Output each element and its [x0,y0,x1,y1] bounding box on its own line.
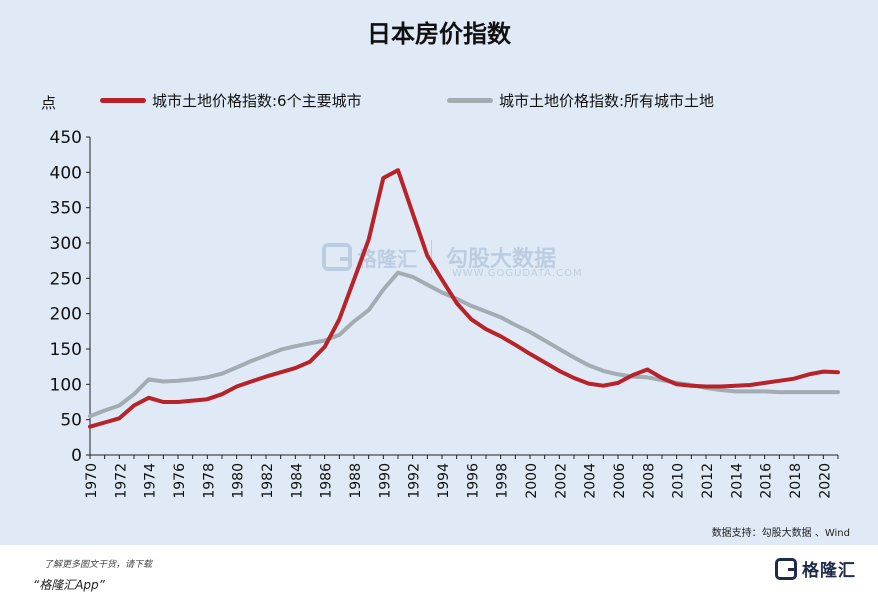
brand-logo-icon [775,557,797,580]
y-tick-label: 0 [71,446,82,466]
x-tick-label: 1978 [201,463,217,499]
legend-label-series-1: 城市土地价格指数:6个主要城市 [152,92,362,110]
x-tick-label: 1998 [495,463,511,499]
x-tick-label: 1988 [348,463,364,499]
series-line-2 [88,270,840,419]
footer-app-name: “格隆汇App” [33,578,105,592]
x-tick-label: 2006 [612,463,628,499]
x-tick-label: 2016 [759,463,775,499]
legend-swatch-red-icon [100,98,146,103]
x-tick-label: 2002 [553,463,569,499]
x-tick-label: 2014 [729,463,745,499]
y-axis-unit-label: 点 [41,94,57,112]
watermark-logo-icon [322,243,352,271]
x-tick-label: 1990 [377,463,393,499]
x-tick-label: 1974 [143,463,159,499]
x-tick-label: 1984 [289,463,305,499]
x-tick-label: 1976 [172,463,188,499]
y-tick-label: 450 [50,128,82,148]
y-tick-label: 200 [50,305,82,325]
x-tick-label: 2020 [817,463,833,499]
x-tick-label: 1992 [407,463,423,499]
x-tick-label: 2004 [583,463,599,499]
watermark: 格隆汇 勾股大数据 WWW.GOGUDATA.COM [322,240,582,279]
x-tick-label: 1996 [465,463,481,499]
x-tick-label: 2010 [671,463,687,499]
x-tick-label: 2000 [524,463,540,499]
legend-item-series-2: 城市土地价格指数:所有城市土地 [447,90,714,111]
y-tick-label: 300 [50,234,82,254]
x-tick-label: 2012 [700,463,716,499]
legend-label-series-2: 城市土地价格指数:所有城市土地 [499,92,715,110]
y-tick-label: 50 [60,411,82,431]
watermark-url: WWW.GOGUDATA.COM [452,268,583,279]
chart-plot: 0 50 100 150 200 250 300 350 400 450 1970 1972 1974 1… [50,128,840,499]
x-tick-label: 1986 [319,463,335,499]
legend-swatch-gray-icon [447,98,493,103]
data-source: 数据支持：勾股大数据 、Wind [711,528,850,539]
y-tick-label: 250 [50,269,82,289]
x-tick-label: 1970 [84,463,100,499]
series-line-1 [88,168,840,429]
footer-note: 了解更多图文干货，请下载 [44,560,153,570]
brand-logo-text: 格隆汇 [802,561,856,581]
y-tick-label: 150 [50,340,82,360]
x-tick-label: 1994 [436,463,452,499]
y-tick-label: 400 [50,163,82,183]
y-tick-label: 100 [50,375,82,395]
x-tick-label: 2008 [641,463,657,499]
x-tick-label: 1972 [113,463,129,499]
y-tick-label: 350 [50,199,82,219]
watermark-brand: 格隆汇 [357,246,417,271]
legend-item-series-1: 城市土地价格指数:6个主要城市 [100,90,362,111]
chart-title: 日本房价指数 [367,20,511,48]
watermark-divider [431,240,432,274]
x-tick-label: 1980 [231,463,247,499]
brand-logo: 格隆汇 [775,556,856,581]
x-tick-label: 1982 [260,463,276,499]
x-tick-label: 2018 [788,463,804,499]
watermark-name: 勾股大数据 [446,247,557,272]
